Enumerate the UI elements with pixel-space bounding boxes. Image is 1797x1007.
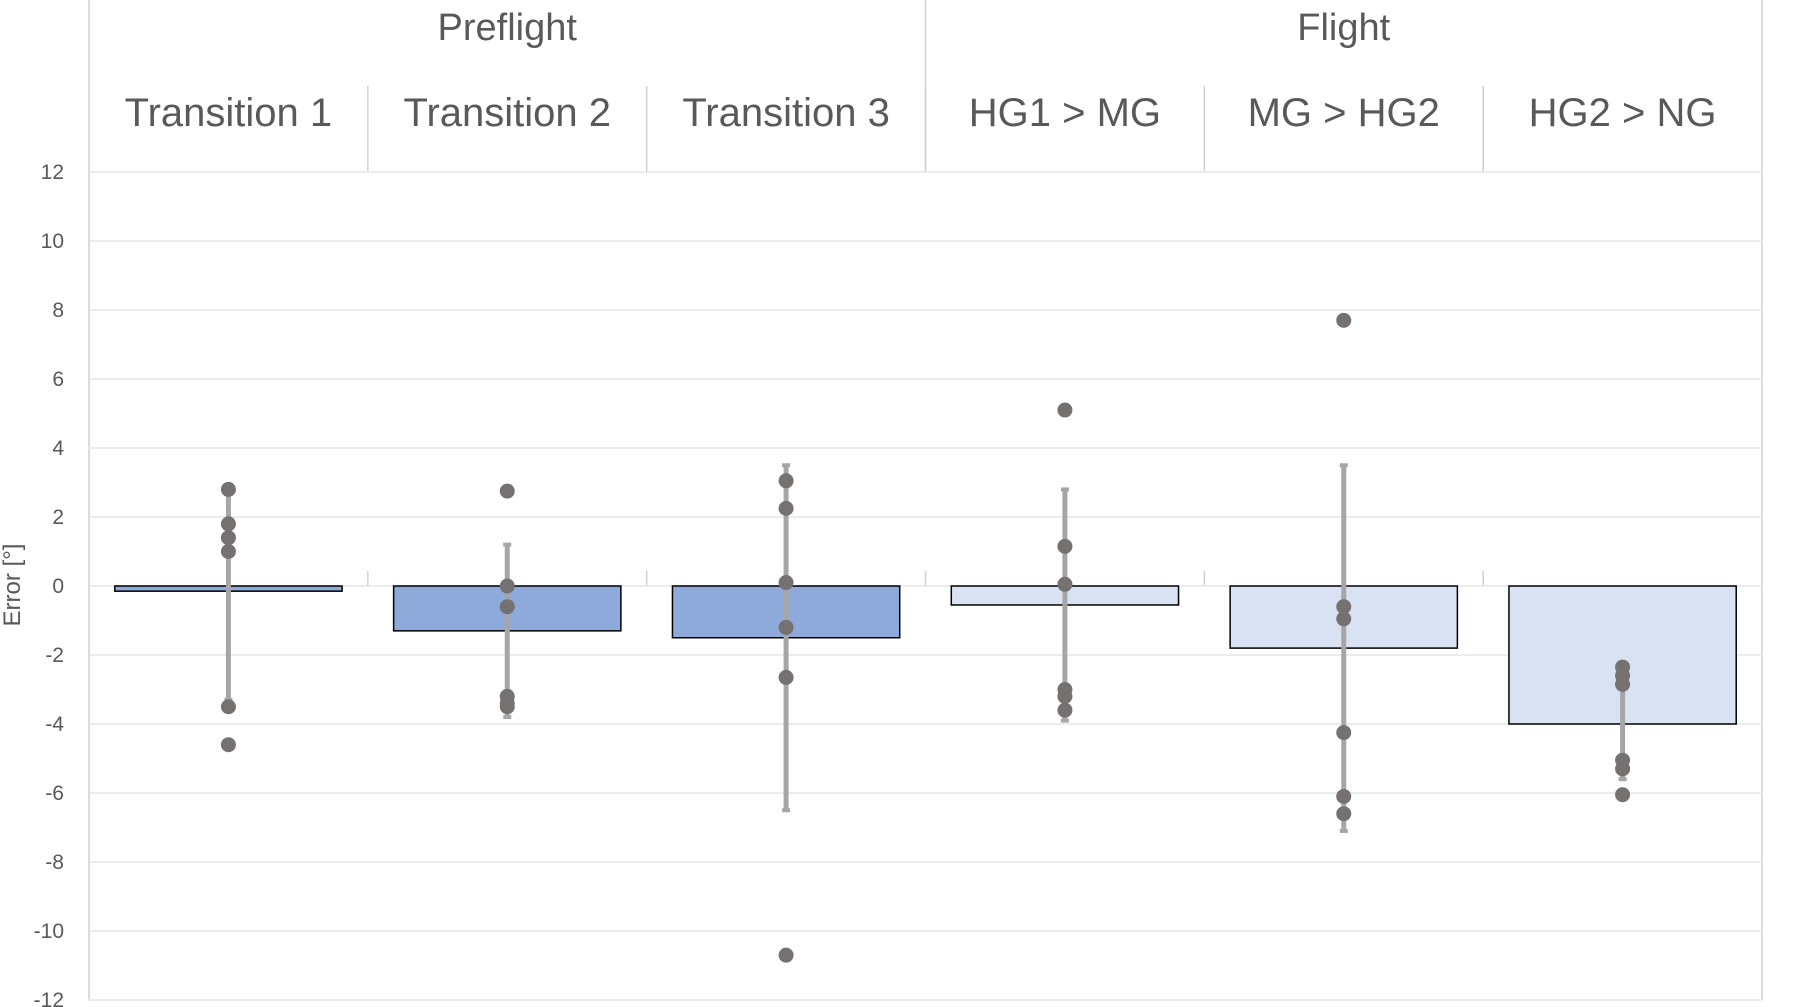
y-tick-label: -2	[45, 644, 64, 667]
data-point	[1336, 806, 1352, 822]
category-label: Transition 2	[404, 91, 612, 135]
data-point	[499, 483, 515, 499]
category-label: Transition 1	[125, 91, 333, 135]
data-point	[1057, 402, 1073, 418]
gridlines	[89, 171, 1762, 1001]
data-point	[1336, 599, 1352, 615]
data-point	[778, 575, 794, 591]
data-point	[1336, 788, 1352, 804]
data-point	[1615, 787, 1631, 803]
data-point	[1615, 676, 1631, 692]
group-label: Flight	[1297, 7, 1390, 49]
data-point	[499, 578, 515, 594]
category-label: MG > HG2	[1248, 91, 1440, 135]
chart-frame	[88, 0, 1763, 1000]
data-point	[1057, 538, 1073, 554]
data-point	[778, 669, 794, 685]
y-tick-label: -4	[45, 713, 64, 736]
data-point	[220, 699, 236, 715]
labels: 12 10 8 6 4 2 0 -2 -4 -6 -8 -10 -12 Preflight Flight Tr…	[34, 7, 1717, 1007]
y-tick-label: 0	[52, 575, 64, 598]
y-tick-label: -10	[34, 920, 64, 943]
data-point	[778, 619, 794, 635]
data-point	[1057, 688, 1073, 704]
data-point	[1057, 576, 1073, 592]
data-point	[1336, 312, 1352, 328]
data-point	[778, 500, 794, 516]
data-point	[1057, 702, 1073, 718]
y-tick-label: -12	[34, 989, 64, 1007]
category-label: HG2 > NG	[1529, 91, 1717, 135]
y-tick-label: 2	[52, 506, 64, 529]
data-point	[778, 947, 794, 963]
data-point	[1336, 611, 1352, 627]
group-label: Preflight	[438, 7, 578, 49]
data-point	[778, 473, 794, 489]
y-tick-label: 12	[41, 161, 64, 184]
data-point	[220, 530, 236, 546]
y-tick-label: 8	[52, 299, 64, 322]
data-point	[1336, 725, 1352, 741]
data-point	[499, 599, 515, 615]
y-tick-label: 6	[52, 368, 64, 391]
category-label: HG1 > MG	[969, 91, 1161, 135]
y-tick-label: -6	[45, 782, 64, 805]
data-point	[499, 699, 515, 715]
y-axis-title: Error [°]	[0, 544, 26, 627]
data-point	[220, 516, 236, 532]
data-point	[220, 544, 236, 559]
y-tick-label: 4	[52, 437, 64, 460]
data-point	[220, 737, 236, 753]
y-tick-label: 10	[41, 230, 64, 253]
data-point	[220, 481, 236, 497]
data-point	[1615, 761, 1631, 777]
data-points	[220, 312, 1631, 963]
y-tick-label: -8	[45, 851, 64, 874]
category-label: Transition 3	[682, 91, 890, 135]
